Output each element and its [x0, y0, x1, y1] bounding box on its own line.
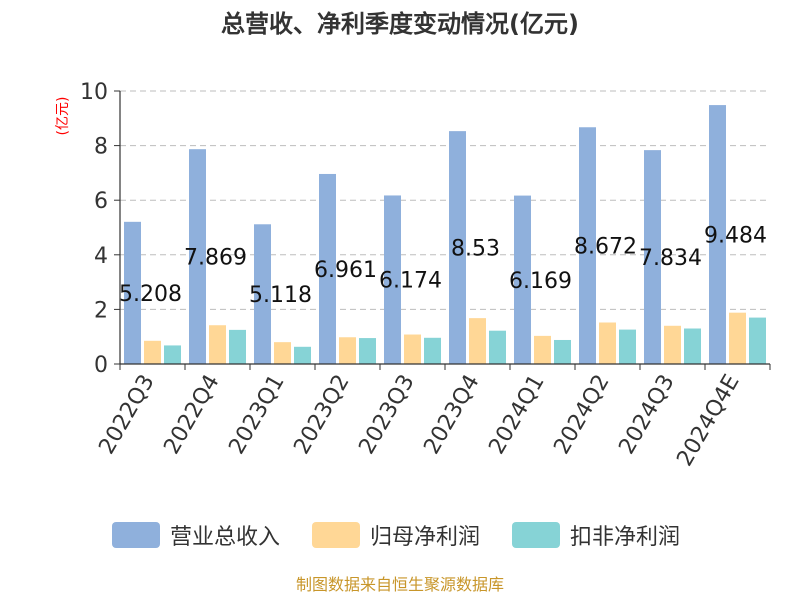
- chart-title: 总营收、净利季度变动情况(亿元): [221, 10, 579, 38]
- bar-revenue: [319, 173, 336, 364]
- y-axis-label: (亿元): [55, 97, 71, 136]
- data-label: 8.53: [451, 237, 500, 262]
- x-tick-label: 2022Q3: [94, 371, 159, 459]
- source-note: 制图数据来自恒生聚源数据库: [296, 575, 504, 594]
- data-label: 6.174: [379, 269, 442, 294]
- bar-deducted-net-profit: [229, 329, 246, 364]
- legend: 营业总收入 归母净利润 扣非净利润: [112, 522, 680, 550]
- bar-revenue: [514, 195, 531, 364]
- y-tick-label: 2: [94, 298, 108, 323]
- legend-item-net-profit[interactable]: 归母净利润: [312, 522, 480, 550]
- bar-deducted-net-profit: [684, 328, 701, 364]
- bar-net-profit: [664, 325, 681, 364]
- y-tick-label: 8: [94, 135, 108, 160]
- x-tick-label: 2024Q3: [614, 371, 679, 459]
- bar-net-profit: [404, 334, 421, 364]
- bar-net-profit: [469, 318, 486, 364]
- bar-revenue: [124, 221, 141, 364]
- bar-deducted-net-profit: [489, 330, 506, 364]
- y-tick-label: 6: [94, 189, 108, 214]
- x-tick-label: 2024Q1: [484, 371, 549, 459]
- bar-net-profit: [144, 340, 161, 364]
- bar-net-profit: [274, 342, 291, 364]
- bar-revenue: [254, 224, 271, 364]
- legend-label: 归母净利润: [370, 525, 480, 550]
- y-tick-label: 10: [80, 80, 108, 105]
- bar-deducted-net-profit: [359, 338, 376, 364]
- data-label: 6.961: [314, 258, 377, 283]
- legend-label: 营业总收入: [170, 525, 280, 550]
- data-label: 9.484: [704, 224, 767, 249]
- bar-net-profit: [339, 337, 356, 364]
- legend-label: 扣非净利润: [570, 525, 680, 550]
- bar-net-profit: [209, 325, 226, 364]
- x-tick-label: 2023Q4: [419, 371, 484, 459]
- grid-layer: [120, 90, 770, 310]
- data-label: 6.169: [509, 269, 572, 294]
- bar-revenue: [449, 131, 466, 364]
- x-tick-label: 2024Q2: [549, 371, 614, 459]
- data-label: 7.834: [639, 246, 702, 271]
- bar-revenue: [644, 150, 661, 364]
- x-tick-label: 2023Q2: [289, 371, 354, 459]
- y-tick-label: 0: [94, 353, 108, 378]
- legend-swatch: [512, 522, 560, 548]
- data-label: 5.208: [119, 282, 182, 307]
- data-label: 8.672: [574, 235, 637, 260]
- data-label: 7.869: [184, 246, 247, 271]
- bar-net-profit: [729, 312, 746, 364]
- bar-net-profit: [599, 322, 616, 364]
- bar-revenue: [384, 195, 401, 364]
- y-tick-label: 4: [94, 244, 108, 269]
- x-tick-label: 2023Q1: [224, 371, 289, 459]
- bar-revenue: [579, 127, 596, 365]
- bar-deducted-net-profit: [424, 337, 441, 364]
- x-tick-label: 2023Q3: [354, 371, 419, 459]
- data-label: 5.118: [249, 283, 312, 308]
- legend-item-deducted-net-profit[interactable]: 扣非净利润: [512, 522, 680, 550]
- bar-deducted-net-profit: [554, 339, 571, 364]
- legend-swatch: [312, 522, 360, 548]
- bar-net-profit: [534, 335, 551, 364]
- bar-deducted-net-profit: [619, 329, 636, 364]
- bar-revenue: [189, 149, 206, 364]
- bar-deducted-net-profit: [294, 346, 311, 364]
- bar-revenue: [709, 105, 726, 365]
- bars-layer: [124, 105, 766, 365]
- bar-deducted-net-profit: [164, 345, 181, 364]
- legend-item-revenue[interactable]: 营业总收入: [112, 522, 280, 550]
- legend-swatch: [112, 522, 160, 548]
- x-tick-label: 2024Q4E: [672, 371, 744, 471]
- x-tick-label: 2022Q4: [159, 371, 224, 459]
- bar-deducted-net-profit: [749, 317, 766, 364]
